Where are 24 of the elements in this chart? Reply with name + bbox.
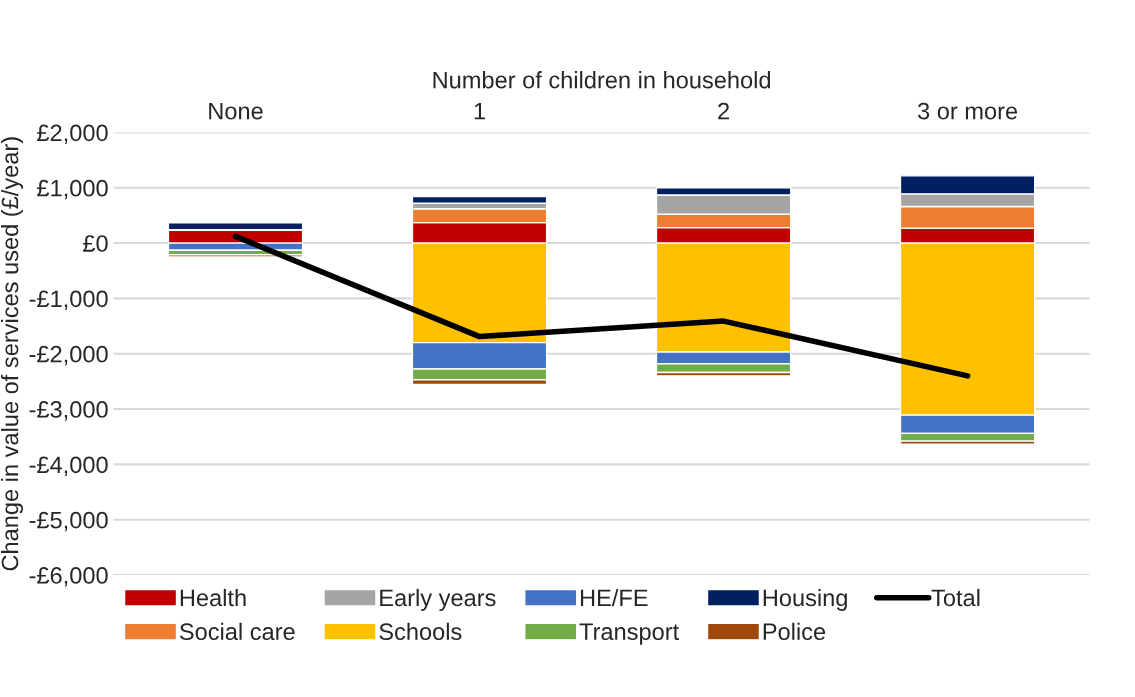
x-tick-label: 2 <box>718 102 729 120</box>
legend-label: Transport <box>579 623 679 645</box>
legend-label: Health <box>180 588 246 607</box>
x-axis-title: Number of children in household <box>433 71 771 89</box>
x-tick-label: 1 <box>474 102 485 120</box>
y-tick-label: -£5,000 <box>29 511 108 532</box>
y-tick-label: -£2,000 <box>29 345 108 366</box>
legend-label: Social care <box>179 622 295 641</box>
y-tick-label: £2,000 <box>37 124 108 145</box>
y-tick-label: -£3,000 <box>29 401 108 421</box>
y-tick-label: -£6,000 <box>29 567 108 587</box>
x-tick-label: 3 or more <box>917 102 1018 120</box>
legend-label: Total <box>931 588 980 607</box>
y-axis-title: Change in value of services used (£/year) <box>1 137 24 571</box>
legend-label: Early years <box>380 588 496 611</box>
x-tick-label: None <box>209 102 263 120</box>
y-tick-label: -£1,000 <box>29 290 108 310</box>
legend-label: HE/FE <box>580 588 648 607</box>
y-tick-label: -£4,000 <box>29 456 108 476</box>
y-tick-label: £1,000 <box>37 179 108 200</box>
legend-label: Schools <box>379 622 462 641</box>
y-tick-label: £0 <box>83 235 108 252</box>
legend-label: Police <box>763 622 826 641</box>
legend-label: Housing <box>763 588 847 611</box>
